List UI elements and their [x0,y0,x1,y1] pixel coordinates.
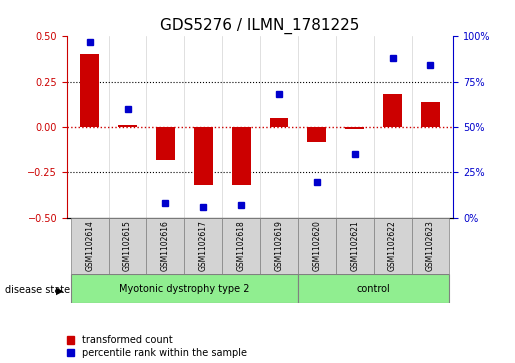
Text: GSM1102621: GSM1102621 [350,221,359,271]
Bar [118,125,137,127]
Text: control: control [357,284,390,294]
FancyBboxPatch shape [298,218,336,274]
FancyBboxPatch shape [336,218,374,274]
Text: GSM1102619: GSM1102619 [274,220,284,272]
Text: GSM1102623: GSM1102623 [426,220,435,272]
FancyBboxPatch shape [298,274,450,303]
Text: GSM1102615: GSM1102615 [123,220,132,272]
Text: Myotonic dystrophy type 2: Myotonic dystrophy type 2 [119,284,250,294]
Text: GSM1102617: GSM1102617 [199,220,208,272]
FancyBboxPatch shape [260,218,298,274]
FancyBboxPatch shape [71,218,109,274]
FancyBboxPatch shape [71,274,298,303]
Bar [345,127,364,129]
Bar [156,127,175,160]
Title: GDS5276 / ILMN_1781225: GDS5276 / ILMN_1781225 [160,17,360,33]
Text: disease state: disease state [5,285,70,295]
Legend: transformed count, percentile rank within the sample: transformed count, percentile rank withi… [66,335,247,358]
Bar [269,118,288,127]
Bar [383,94,402,127]
Text: GSM1102622: GSM1102622 [388,221,397,271]
Bar [307,127,327,142]
Text: GSM1102616: GSM1102616 [161,220,170,272]
Text: GSM1102614: GSM1102614 [85,220,94,272]
FancyBboxPatch shape [374,218,411,274]
FancyBboxPatch shape [146,218,184,274]
Text: GSM1102620: GSM1102620 [313,220,321,272]
Bar [80,54,99,127]
FancyBboxPatch shape [184,218,222,274]
Bar [232,127,251,185]
Bar [194,127,213,185]
FancyBboxPatch shape [222,218,260,274]
Bar [421,102,440,127]
Text: ▶: ▶ [56,285,63,295]
FancyBboxPatch shape [109,218,146,274]
Text: GSM1102618: GSM1102618 [236,221,246,271]
FancyBboxPatch shape [411,218,450,274]
